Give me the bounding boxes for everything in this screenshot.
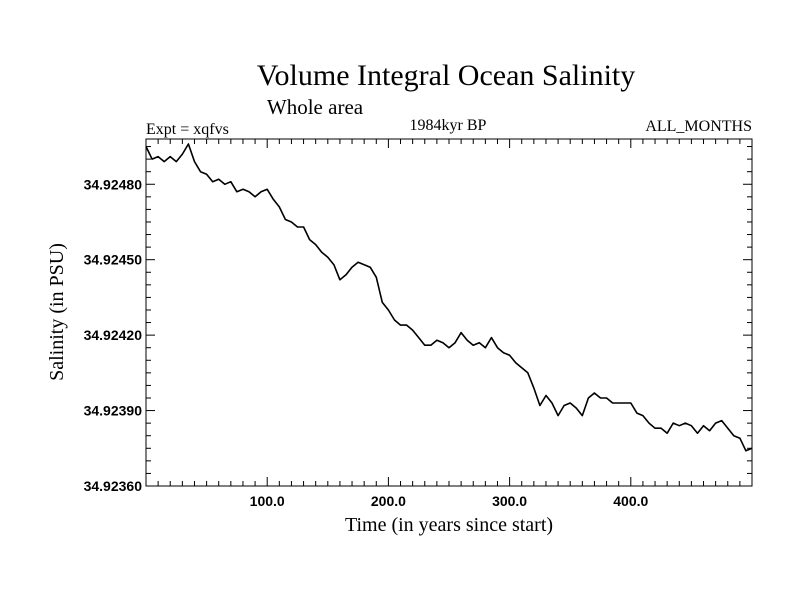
plot-frame [145,138,753,487]
y-tick-label: 34.92420 [84,327,143,343]
y-tick-label: 34.92450 [84,252,143,268]
x-tick-label: 400.0 [613,493,648,509]
x-axis-label: Time (in years since start) [345,514,553,536]
salinity-series-line [145,143,753,452]
chart-subtitle: Whole area [267,95,364,119]
experiment-label: Expt = xqfvs [146,121,229,138]
x-tick-label: 100.0 [250,493,285,509]
axes: 100.0 200.0 300.0 400.0 34.92360 34.92390 34.9… [84,139,752,509]
period-label: 1984kyr BP [410,117,487,134]
y-axis-label: Salinity (in PSU) [46,243,68,381]
y-tick-label: 34.92480 [84,176,143,192]
y-tick-label: 34.92360 [84,478,143,494]
x-tick-label: 300.0 [492,493,527,509]
x-tick-label: 200.0 [371,493,406,509]
chart-title: Volume Integral Ocean Salinity [257,59,636,92]
months-label: ALL_MONTHS [645,118,752,135]
y-tick-label: 34.92390 [84,403,143,419]
